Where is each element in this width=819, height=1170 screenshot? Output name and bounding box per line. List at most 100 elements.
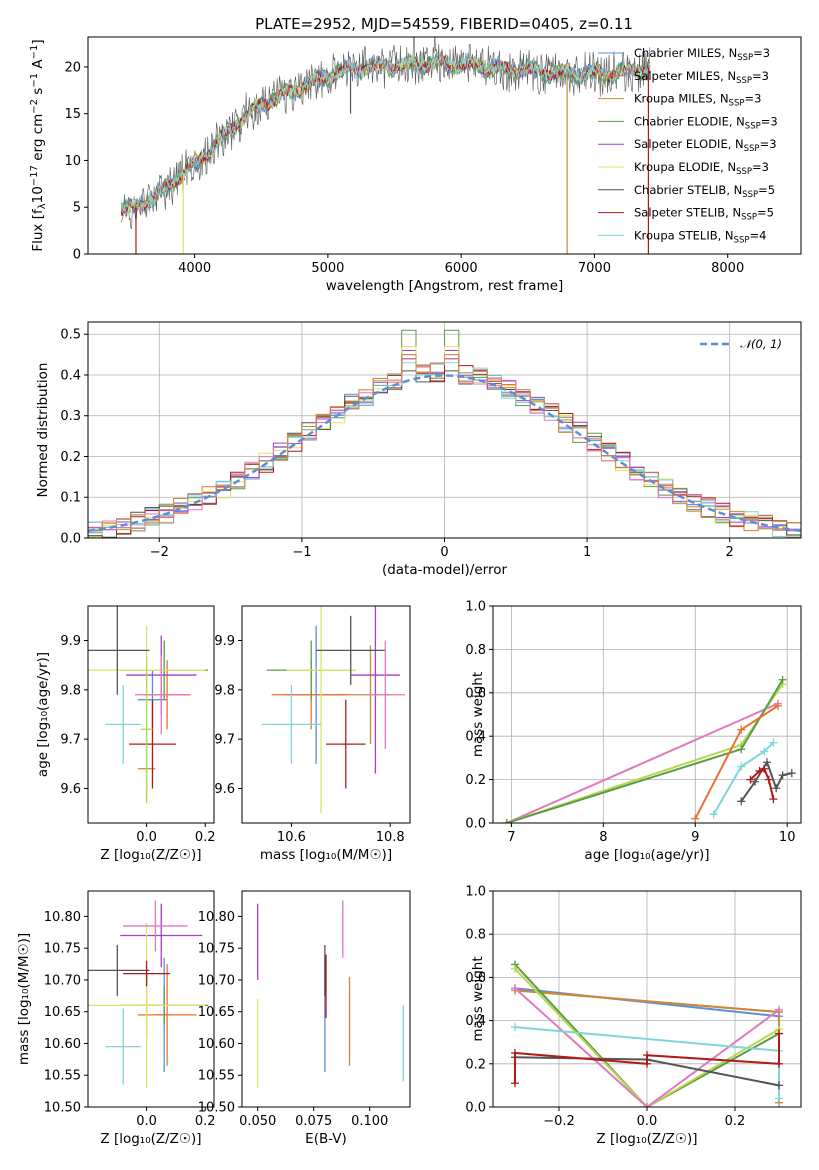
legend-subscript: SSP [741,213,757,223]
y-tick-label: 0.2 [465,773,486,788]
axes-mass-vs-EBV: 0.050 0.075 0.100 10.50 10.55 10.60 10.65 10.70… [198,890,411,1147]
legend-text: Kroupa MILES, N [634,92,729,106]
weight-point-marker [737,797,746,806]
normal-curve [88,374,801,533]
legend-label: 𝒩(0, 1) [740,337,782,351]
x-tick-label: 0.0 [637,1114,658,1129]
legend-subscript: SSP [734,235,750,245]
y-tick-label: 0.4 [465,1014,486,1029]
x-tick-label: 0 [440,545,448,560]
weight-series-line [514,968,780,1107]
x-axis-label: wavelength [Angstrom, rest frame] [326,278,564,294]
y-axis-label: age [log₁₀(age/yr)] [35,652,51,777]
y-tick-label: 0.6 [465,971,486,986]
legend-text: Salpeter STELIB, N [634,206,741,220]
legend-subscript: SSP [736,76,752,86]
x-axis-label: (data-model)/error [382,562,508,578]
x-tick-label: 0.100 [351,1114,388,1129]
legend-text: Kroupa ELODIE, N [634,160,736,174]
axes-residuals: −2 −1 0 1 2 0.0 0.1 0.2 0.3 0.4 0.5 (data-model)/er… [35,321,802,578]
legend-text: Salpeter MILES, N [634,69,736,83]
legend-text: Salpeter ELODIE, N [634,137,744,151]
weight-point-marker [737,762,746,771]
weight-point-marker [511,1049,519,1057]
legend-label: Kroupa ELODIE, NSSP=3 [634,160,769,177]
y-tick-label: 9.6 [214,782,235,797]
y-tick-label: 1.0 [465,600,486,615]
x-tick-label: 10.8 [376,830,405,845]
weight-point-marker [746,775,755,784]
y-tick-label: 10.70 [198,973,235,988]
y-tick-label: 10.80 [198,910,235,925]
x-tick-label: 7 [507,830,515,845]
x-tick-label: 10 [779,830,796,845]
y-label-part: ] [30,39,46,44]
y-tick-label: 10.55 [44,1069,81,1084]
legend-subscript: SSP [744,144,760,154]
weight-point-marker [769,738,778,747]
weight-point-marker [502,819,511,823]
axes-frame [87,890,215,1108]
legend-label: Salpeter MILES, NSSP=3 [634,69,769,86]
x-axis-label: Z [log₁₀(Z/Z☉)] [100,847,201,863]
x-tick-label: 2 [726,545,734,560]
y-tick-label: 0.4 [465,730,486,745]
y-tick-label: 10.55 [198,1069,235,1084]
x-tick-label: −2 [150,545,169,560]
weight-point-marker [787,769,796,778]
y-label-part: Flux [f [30,208,46,252]
legend-subscript: SSP [729,99,745,109]
legend-tail: =3 [761,114,778,128]
y-axis-label: mass weight [470,956,486,1041]
y-label-part: λ [37,203,48,209]
y-tick-label: 0.0 [465,1101,486,1116]
plot-area-age-vs-mass [261,606,406,814]
legend-text: Kroupa STELIB, N [634,228,734,242]
x-tick-label: 8000 [711,261,744,276]
y-label-part: −1 [29,45,40,60]
y-tick-label: 20 [64,60,81,75]
x-tick-label: 0.0 [136,1114,157,1129]
weight-series-line [514,987,780,1018]
x-tick-label: 6000 [445,261,478,276]
legend-tail: =4 [749,228,766,242]
y-tick-label: 0.0 [465,817,486,832]
y-tick-label: 9.9 [214,634,235,649]
weight-point-marker [775,1081,783,1090]
weight-point-marker [764,775,773,784]
y-tick-label: 15 [64,107,81,122]
weight-point-marker [737,745,746,754]
y-axis-label: mass [log₁₀(M/M☉)] [16,933,32,1065]
legend-tail: =5 [758,183,775,197]
x-tick-label: −1 [292,545,311,560]
weight-point-marker [772,784,781,793]
weight-series-line [514,987,780,1107]
legend-label: Kroupa STELIB, NSSP=4 [634,228,766,245]
y-tick-label: 10.50 [198,1101,235,1116]
y-tick-label: 0.5 [60,328,81,343]
x-tick-label: 0.050 [239,1114,276,1129]
legend-label: Kroupa MILES, NSSP=3 [634,92,761,109]
weight-point-marker [760,764,769,773]
axes-age-vs-mass: 10.6 10.8 9.6 9.7 9.8 9.9 mass [log₁₀(M/M☉)] [214,605,411,863]
axes-spectrum: 4000 5000 6000 7000 8000 0 5 10 15 20 wavelength [… [29,36,802,294]
weight-series-line [712,741,775,815]
legend-subscript: SSP [745,121,761,131]
x-tick-label: 4000 [178,261,211,276]
x-axis-label: Z [log₁₀(Z/Z☉)] [100,1131,201,1147]
plot-area-mass-vs-EBV [257,900,404,1088]
x-tick-label: 9 [691,830,699,845]
weight-point-marker [774,701,783,710]
x-tick-label: 5000 [311,261,344,276]
x-tick-label: 7000 [578,261,611,276]
plot-area-weight-vs-Z [511,960,783,1107]
y-label-part: −2 [29,99,40,114]
legend-text: Chabrier STELIB, N [634,183,742,197]
y-tick-label: 0.0 [60,532,81,547]
weight-point-marker [762,758,771,767]
spectrum-series-line [121,37,651,229]
legend-label: Salpeter STELIB, NSSP=5 [634,206,774,223]
y-tick-label: 9.9 [60,634,81,649]
y-tick-label: 0 [73,248,81,263]
